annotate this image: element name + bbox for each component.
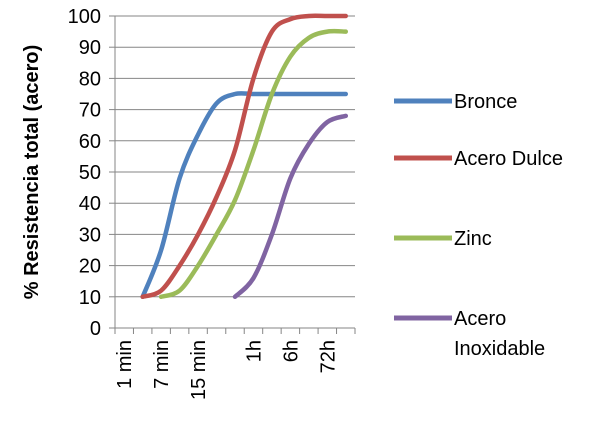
legend-item-acero-inoxidable: Acero Inoxidable xyxy=(394,308,545,360)
y-tick-label: 30 xyxy=(79,224,101,246)
axes xyxy=(109,15,356,334)
legend-label: Zinc xyxy=(454,228,492,250)
y-tick-label: 20 xyxy=(79,256,101,278)
legend-item-zinc: Zinc xyxy=(394,228,492,250)
x-tick-label: 72h xyxy=(317,340,339,373)
y-tick-label: 50 xyxy=(79,162,101,184)
legend: Bronce Acero Dulce Zinc Acero Inoxidable xyxy=(394,91,563,360)
series-line-bronce xyxy=(140,91,349,300)
x-tick-label: 1h xyxy=(243,340,265,362)
x-tick-labels: 1 min 7 min 15 min 1h 6h 72h xyxy=(114,340,339,400)
y-tick-labels: 0 10 20 30 40 50 60 70 80 90 100 xyxy=(68,6,101,340)
y-tick-label: 40 xyxy=(79,193,101,215)
y-axis-title: % Resistencia total (acero) xyxy=(21,45,43,300)
x-tick-label: 7 min xyxy=(151,340,173,389)
y-tick-label: 100 xyxy=(68,6,101,28)
y-tick-label: 60 xyxy=(79,131,101,153)
legend-label: Acero Dulce xyxy=(454,148,563,170)
legend-label: Inoxidable xyxy=(454,338,545,360)
y-tick-label: 70 xyxy=(79,100,101,122)
series-line-acero-dulce xyxy=(140,13,349,300)
series-line-acero-inoxidable xyxy=(232,113,349,300)
y-tick-label: 90 xyxy=(79,37,101,59)
x-tick-label: 6h xyxy=(280,340,302,362)
x-tick-label: 1 min xyxy=(114,340,136,389)
legend-item-acero-dulce: Acero Dulce xyxy=(394,148,563,170)
legend-item-bronce: Bronce xyxy=(394,91,517,113)
legend-label: Bronce xyxy=(454,91,517,113)
legend-label: Acero xyxy=(454,308,506,330)
y-tick-label: 80 xyxy=(79,68,101,90)
y-tick-label: 10 xyxy=(79,287,101,309)
y-tick-label: 0 xyxy=(90,318,101,340)
x-tick-label: 15 min xyxy=(188,340,210,400)
series-line-zinc xyxy=(158,28,349,300)
series-lines xyxy=(140,13,349,300)
